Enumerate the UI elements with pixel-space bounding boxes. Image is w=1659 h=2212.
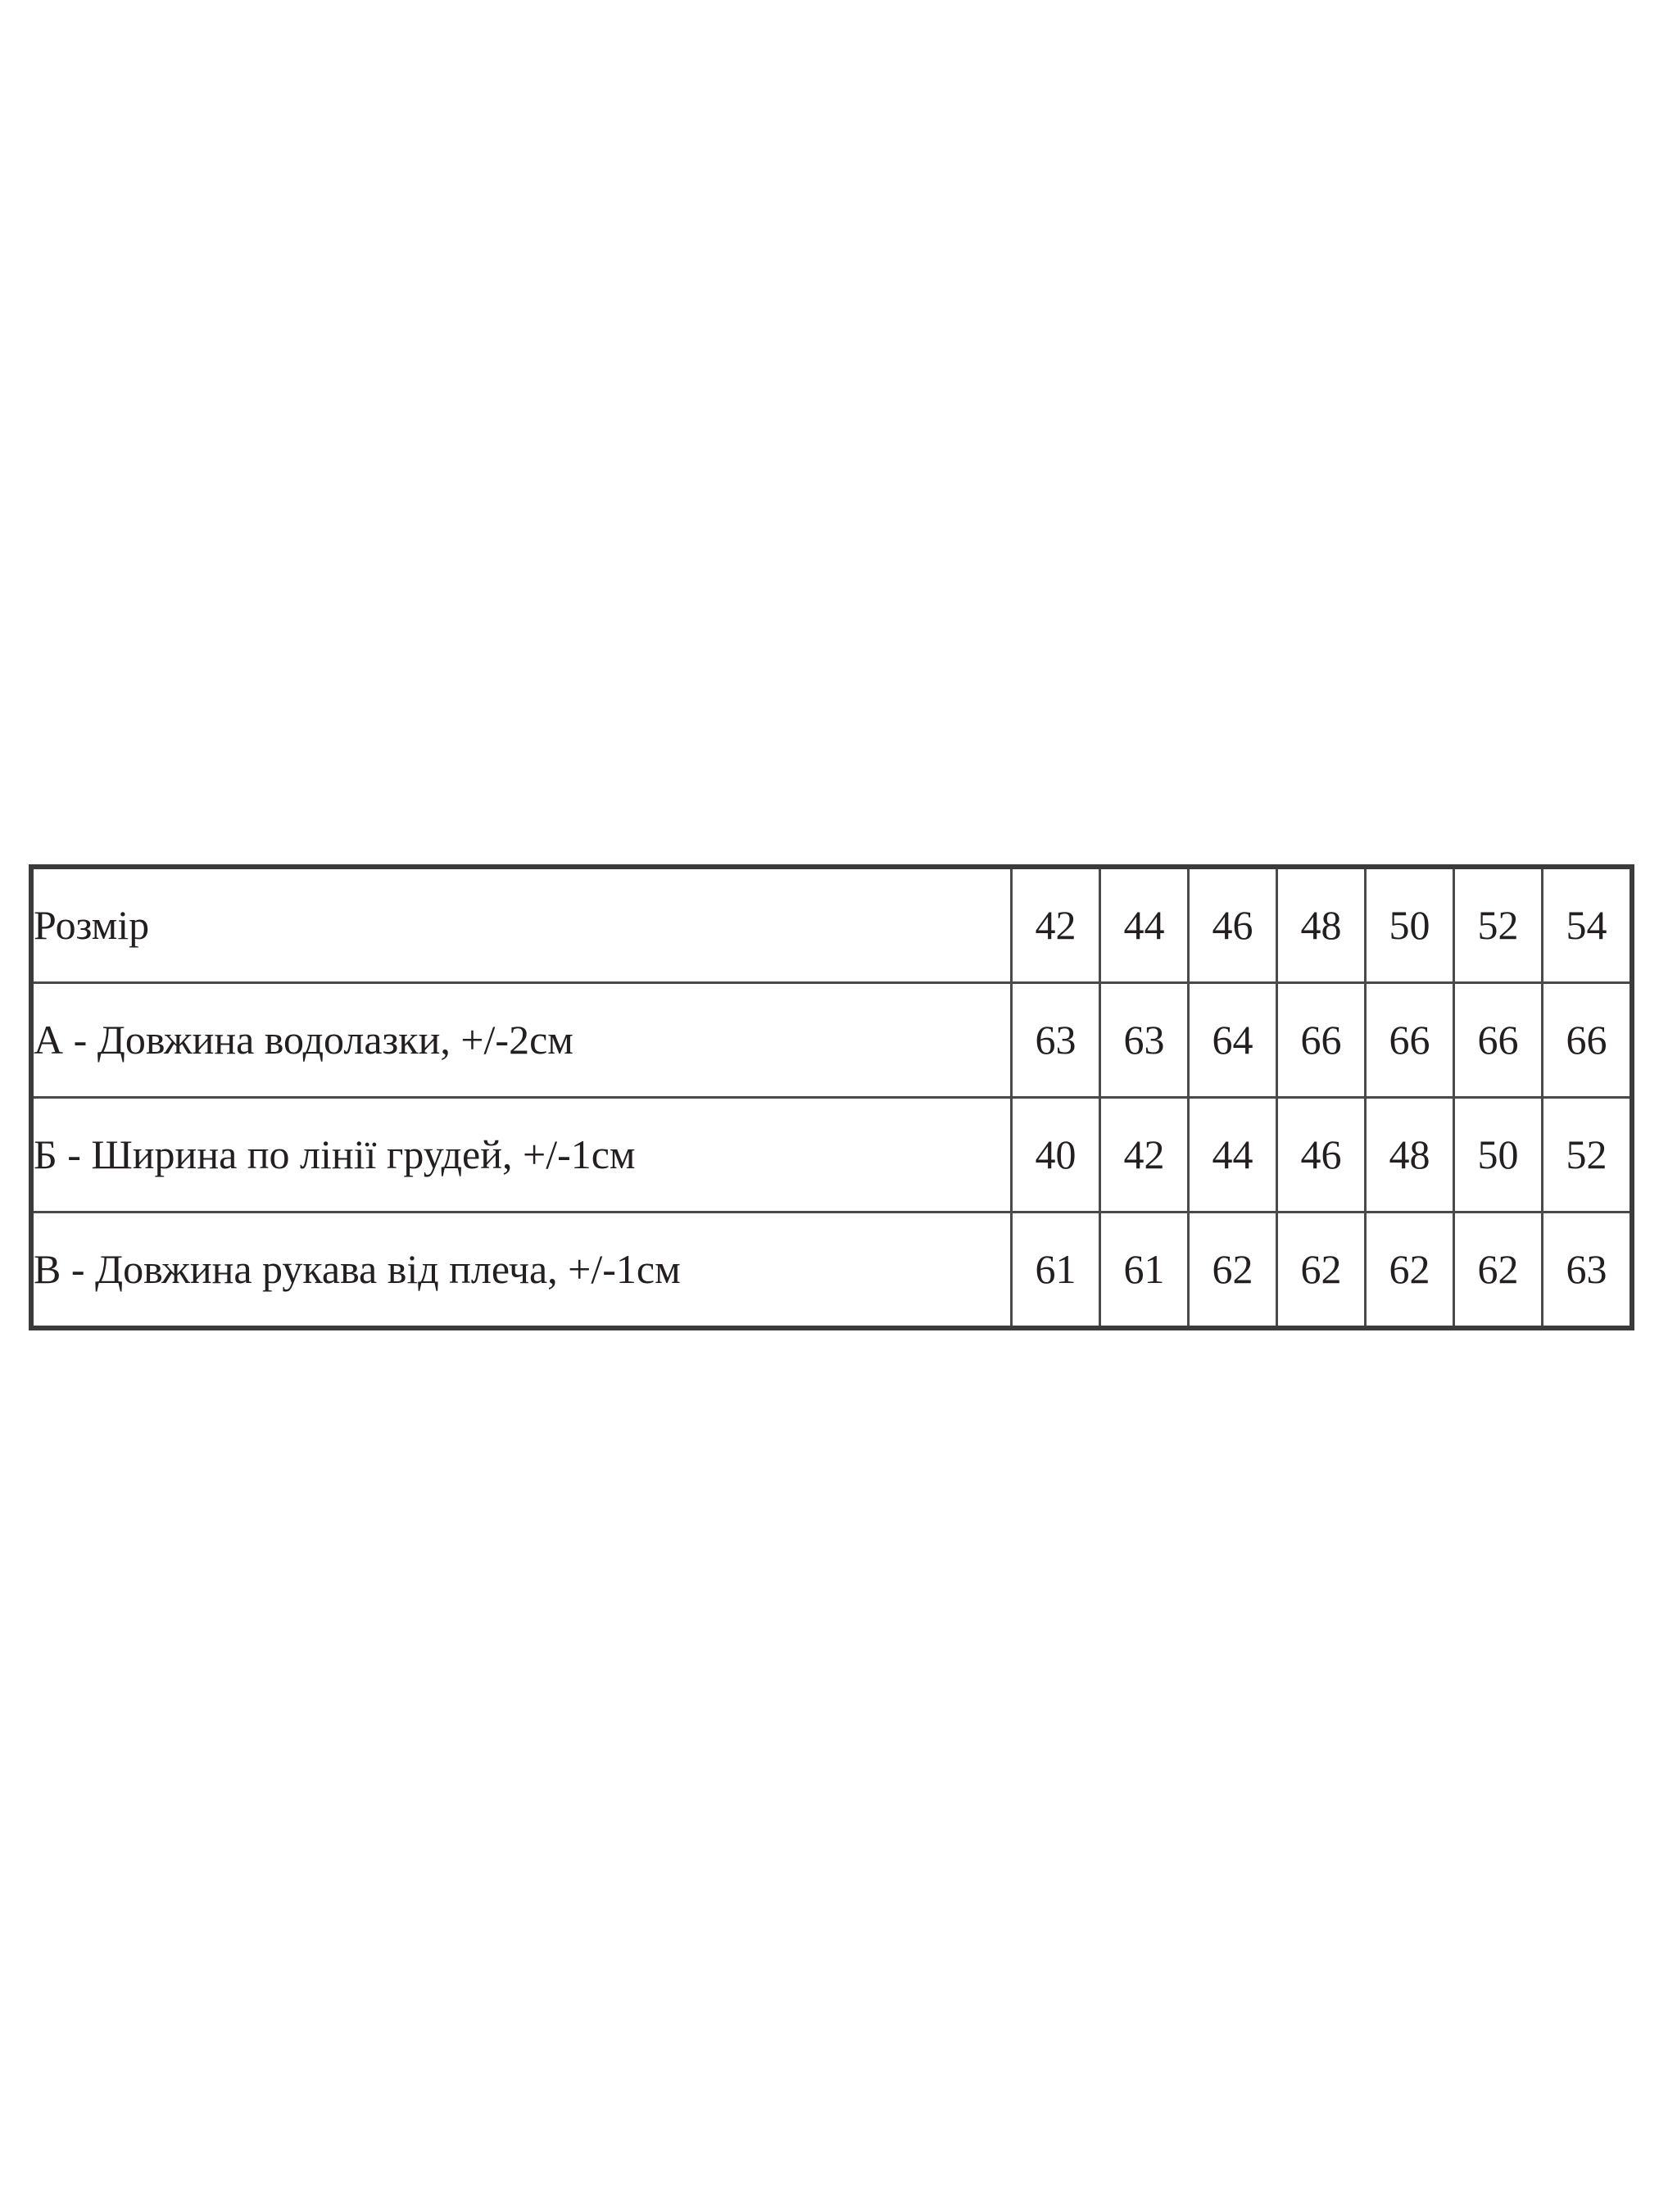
size-header-54: 54	[1541, 867, 1632, 984]
cell-chest-46: 44	[1187, 1096, 1278, 1213]
size-chart-container: Розмір 42 44 46 48 50 52 54 А - Довжина …	[29, 864, 1634, 1330]
size-chart-body: Розмір 42 44 46 48 50 52 54 А - Довжина …	[29, 867, 1632, 1328]
cell-length-50: 66	[1364, 981, 1455, 1099]
cell-length-52: 66	[1453, 981, 1543, 1099]
size-header-42: 42	[1010, 867, 1101, 984]
cell-sleeve-42: 61	[1010, 1211, 1101, 1328]
table-row-sleeve-length: В - Довжина рукава від плеча, +/-1см 61 …	[29, 1211, 1632, 1328]
cell-length-44: 63	[1099, 981, 1190, 1099]
cell-chest-42: 40	[1010, 1096, 1101, 1213]
cell-sleeve-54: 63	[1541, 1211, 1632, 1328]
cell-sleeve-46: 62	[1187, 1211, 1278, 1328]
size-header-50: 50	[1364, 867, 1455, 984]
header-label-text: Розмір	[34, 902, 150, 949]
table-row-length: А - Довжина водолазки, +/-2см 63 63 64 6…	[29, 981, 1632, 1099]
size-chart-table: Розмір 42 44 46 48 50 52 54 А - Довжина …	[29, 864, 1634, 1330]
table-row-header: Розмір 42 44 46 48 50 52 54	[29, 867, 1632, 984]
cell-chest-54: 52	[1541, 1096, 1632, 1213]
row-label-length-text: А - Довжина водолазки, +/-2см	[34, 1017, 573, 1063]
cell-length-42: 63	[1010, 981, 1101, 1099]
row-label-chest-width: Б - Ширина по лінії грудей, +/-1см	[29, 1096, 1013, 1213]
cell-chest-52: 50	[1453, 1096, 1543, 1213]
row-label-chest-width-text: Б - Ширина по лінії грудей, +/-1см	[34, 1131, 636, 1178]
header-label-cell: Розмір	[29, 867, 1013, 984]
cell-sleeve-50: 62	[1364, 1211, 1455, 1328]
size-header-48: 48	[1276, 867, 1367, 984]
cell-sleeve-48: 62	[1276, 1211, 1367, 1328]
cell-chest-50: 48	[1364, 1096, 1455, 1213]
row-label-length: А - Довжина водолазки, +/-2см	[29, 981, 1013, 1099]
cell-length-46: 64	[1187, 981, 1278, 1099]
size-header-52: 52	[1453, 867, 1543, 984]
cell-length-48: 66	[1276, 981, 1367, 1099]
size-header-44: 44	[1099, 867, 1190, 984]
size-header-46: 46	[1187, 867, 1278, 984]
cell-chest-44: 42	[1099, 1096, 1190, 1213]
table-row-chest-width: Б - Ширина по лінії грудей, +/-1см 40 42…	[29, 1096, 1632, 1213]
cell-chest-48: 46	[1276, 1096, 1367, 1213]
row-label-sleeve-length-text: В - Довжина рукава від плеча, +/-1см	[34, 1246, 681, 1293]
row-label-sleeve-length: В - Довжина рукава від плеча, +/-1см	[29, 1211, 1013, 1328]
cell-sleeve-52: 62	[1453, 1211, 1543, 1328]
cell-length-54: 66	[1541, 981, 1632, 1099]
cell-sleeve-44: 61	[1099, 1211, 1190, 1328]
